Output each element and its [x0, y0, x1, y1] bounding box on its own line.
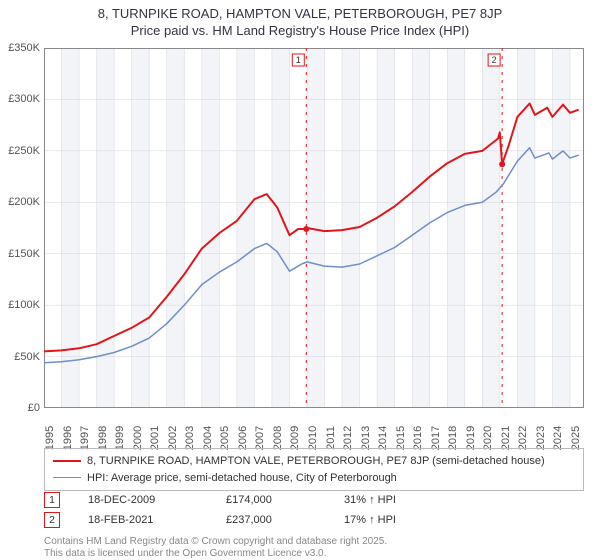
x-tick-label: 2024	[552, 426, 564, 450]
x-tick-label: 2021	[500, 426, 512, 450]
x-tick-label: 2015	[395, 426, 407, 450]
year-band	[132, 48, 150, 408]
year-band	[412, 48, 430, 408]
legend-swatch	[53, 460, 81, 462]
legend-label: HPI: Average price, semi-detached house,…	[87, 470, 397, 487]
year-band	[552, 48, 570, 408]
x-tick-label: 1999	[114, 426, 126, 450]
marker-table-row: 2 18-FEB-2021 £237,000 17% ↑ HPI	[44, 512, 584, 528]
x-tick-label: 2003	[184, 426, 196, 450]
marker-badge: 1	[44, 492, 60, 508]
year-band	[447, 48, 465, 408]
year-band	[517, 48, 535, 408]
title-line-1: 8, TURNPIKE ROAD, HAMPTON VALE, PETERBOR…	[0, 6, 600, 23]
x-tick-label: 2007	[254, 426, 266, 450]
y-tick-label: £200K	[8, 196, 40, 208]
x-tick-label: 1995	[44, 426, 56, 450]
x-tick-label: 2010	[307, 426, 319, 450]
x-tick-label: 2008	[272, 426, 284, 450]
title-line-2: Price paid vs. HM Land Registry's House …	[0, 23, 600, 40]
marker-price: £174,000	[226, 494, 316, 506]
plot-area: 12	[44, 48, 584, 408]
legend-item: 8, TURNPIKE ROAD, HAMPTON VALE, PETERBOR…	[53, 453, 575, 470]
attribution: Contains HM Land Registry data © Crown c…	[44, 536, 387, 560]
marker-badge-on-plot: 1	[292, 54, 304, 66]
x-tick-label: 2020	[482, 426, 494, 450]
y-tick-label: £350K	[8, 42, 40, 54]
x-tick-label: 2018	[447, 426, 459, 450]
marker-delta: 17% ↑ HPI	[344, 514, 396, 526]
x-tick-label: 1996	[62, 426, 74, 450]
year-band	[237, 48, 255, 408]
attribution-line-2: This data is licensed under the Open Gov…	[44, 548, 387, 560]
chart-container: 8, TURNPIKE ROAD, HAMPTON VALE, PETERBOR…	[0, 0, 600, 560]
y-tick-label: £300K	[8, 93, 40, 105]
y-tick-label: £100K	[8, 299, 40, 311]
x-tick-label: 2023	[535, 426, 547, 450]
x-axis-labels: 1995 1996 1997 1998 1999 2000 2001 2002 2003 2004…	[44, 410, 584, 450]
svg-text:1: 1	[296, 55, 301, 65]
year-band	[202, 48, 220, 408]
year-band	[377, 48, 395, 408]
marker-badge: 2	[44, 512, 60, 528]
x-tick-label: 1997	[79, 426, 91, 450]
y-tick-label: £150K	[8, 248, 40, 260]
marker-date: 18-DEC-2009	[88, 494, 198, 506]
chart-title-block: 8, TURNPIKE ROAD, HAMPTON VALE, PETERBOR…	[0, 0, 600, 40]
x-tick-label: 1998	[97, 426, 109, 450]
year-band	[482, 48, 500, 408]
x-tick-label: 2004	[202, 426, 214, 450]
x-tick-label: 2016	[412, 426, 424, 450]
attribution-line-1: Contains HM Land Registry data © Crown c…	[44, 536, 387, 548]
plot-svg: 12	[44, 48, 584, 408]
legend-label: 8, TURNPIKE ROAD, HAMPTON VALE, PETERBOR…	[87, 453, 545, 470]
year-band	[167, 48, 185, 408]
marker-delta: 31% ↑ HPI	[344, 494, 396, 506]
x-tick-label: 2022	[517, 426, 529, 450]
x-tick-label: 2012	[342, 426, 354, 450]
legend-item: HPI: Average price, semi-detached house,…	[53, 470, 575, 487]
x-tick-label: 2019	[465, 426, 477, 450]
legend-swatch	[53, 477, 81, 478]
x-tick-label: 2000	[132, 426, 144, 450]
x-tick-label: 2005	[219, 426, 231, 450]
year-band	[62, 48, 80, 408]
svg-text:2: 2	[492, 55, 497, 65]
marker-date: 18-FEB-2021	[88, 514, 198, 526]
y-tick-label: £0	[28, 402, 40, 414]
y-axis-labels: £0£50K£100K£150K£200K£250K£300K£350K	[0, 48, 42, 408]
x-tick-label: 2002	[167, 426, 179, 450]
x-tick-label: 2025	[570, 426, 582, 450]
y-tick-label: £50K	[14, 351, 40, 363]
x-tick-label: 2013	[360, 426, 372, 450]
x-tick-label: 2006	[237, 426, 249, 450]
x-tick-label: 2009	[289, 426, 301, 450]
marker-badge-on-plot: 2	[488, 54, 500, 66]
x-tick-label: 2001	[149, 426, 161, 450]
legend-box: 8, TURNPIKE ROAD, HAMPTON VALE, PETERBOR…	[44, 448, 584, 491]
x-tick-label: 2017	[430, 426, 442, 450]
marker-price: £237,000	[226, 514, 316, 526]
y-tick-label: £250K	[8, 145, 40, 157]
marker-table-row: 1 18-DEC-2009 £174,000 31% ↑ HPI	[44, 492, 584, 508]
x-tick-label: 2014	[377, 426, 389, 450]
x-tick-label: 2011	[325, 426, 337, 450]
